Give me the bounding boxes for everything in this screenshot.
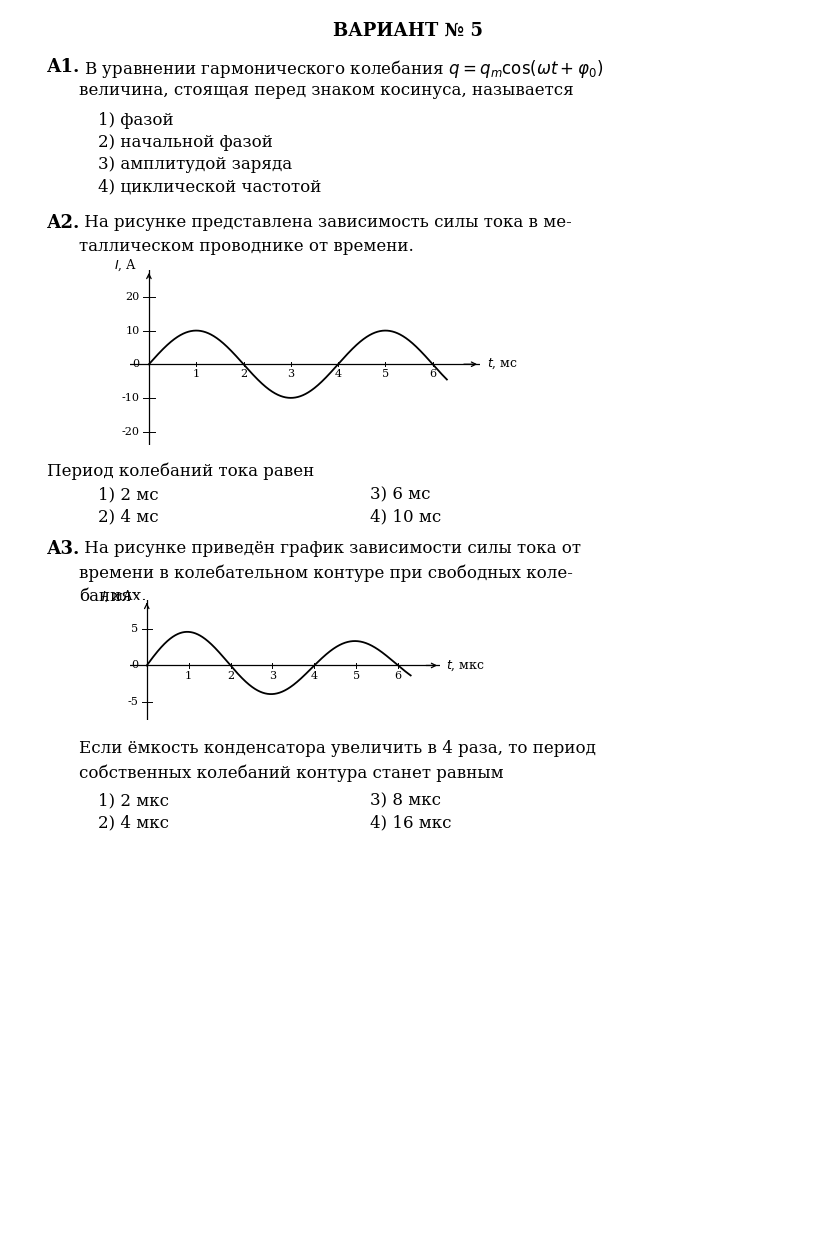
Text: 1) 2 мкс: 1) 2 мкс — [98, 793, 169, 809]
Text: 2) 4 мкс: 2) 4 мкс — [98, 814, 169, 832]
Text: 3) 8 мкс: 3) 8 мкс — [370, 793, 441, 809]
Text: Период колебаний тока равен: Период колебаний тока равен — [47, 462, 314, 480]
Text: 3) амплитудой заряда: 3) амплитудой заряда — [98, 156, 292, 173]
Text: таллическом проводнике от времени.: таллическом проводнике от времени. — [79, 238, 414, 255]
Text: 4: 4 — [335, 369, 342, 379]
Text: 1) фазой: 1) фазой — [98, 112, 174, 129]
Text: 6: 6 — [395, 670, 401, 680]
Text: 5: 5 — [353, 670, 360, 680]
Text: 10: 10 — [125, 325, 140, 335]
Text: В уравнении гармонического колебания $q = q_m\cos(\omega t + \varphi_0)$: В уравнении гармонического колебания $q … — [79, 58, 603, 79]
Text: 20: 20 — [125, 292, 140, 302]
Text: 5: 5 — [382, 369, 389, 379]
Text: 3) 6 мс: 3) 6 мс — [370, 486, 431, 503]
Text: 2: 2 — [227, 670, 234, 680]
Text: 3: 3 — [268, 670, 276, 680]
Text: 2) 4 мс: 2) 4 мс — [98, 508, 158, 525]
Text: 2) начальной фазой: 2) начальной фазой — [98, 134, 273, 151]
Text: величина, стоящая перед знаком косинуса, называется: величина, стоящая перед знаком косинуса,… — [79, 82, 574, 100]
Text: 1: 1 — [193, 369, 200, 379]
Text: времени в колебательном контуре при свободных коле-: времени в колебательном контуре при своб… — [79, 564, 573, 582]
Text: 4) 10 мс: 4) 10 мс — [370, 508, 441, 525]
Text: $t$, мкс: $t$, мкс — [446, 658, 485, 673]
Text: 4: 4 — [311, 670, 318, 680]
Text: Если ёмкость конденсатора увеличить в 4 раза, то период: Если ёмкость конденсатора увеличить в 4 … — [79, 740, 596, 757]
Text: 1: 1 — [185, 670, 193, 680]
Text: 2: 2 — [240, 369, 247, 379]
Text: На рисунке приведён график зависимости силы тока от: На рисунке приведён график зависимости с… — [79, 541, 581, 557]
Text: На рисунке представлена зависимость силы тока в ме-: На рисунке представлена зависимость силы… — [79, 214, 572, 231]
Text: 4) циклической частотой: 4) циклической частотой — [98, 178, 322, 195]
Text: $I$, мА: $I$, мА — [101, 588, 134, 604]
Text: $t$, мс: $t$, мс — [487, 357, 518, 372]
Text: ВАРИАНТ № 5: ВАРИАНТ № 5 — [333, 21, 483, 40]
Text: 3: 3 — [287, 369, 295, 379]
Text: 0: 0 — [132, 359, 140, 369]
Text: -20: -20 — [122, 427, 140, 436]
Text: 1) 2 мс: 1) 2 мс — [98, 486, 158, 503]
Text: собственных колебаний контура станет равным: собственных колебаний контура станет рав… — [79, 764, 503, 781]
Text: $I$, А: $I$, А — [114, 258, 137, 273]
Text: А2.: А2. — [47, 214, 80, 232]
Text: 4) 16 мкс: 4) 16 мкс — [370, 814, 451, 832]
Text: 0: 0 — [131, 660, 139, 670]
Text: -10: -10 — [122, 393, 140, 403]
Text: А3.: А3. — [47, 541, 80, 558]
Text: 5: 5 — [131, 624, 139, 634]
Text: 6: 6 — [429, 369, 437, 379]
Text: баниях.: баниях. — [79, 588, 147, 605]
Text: А1.: А1. — [47, 58, 80, 76]
Text: -5: -5 — [127, 697, 139, 707]
